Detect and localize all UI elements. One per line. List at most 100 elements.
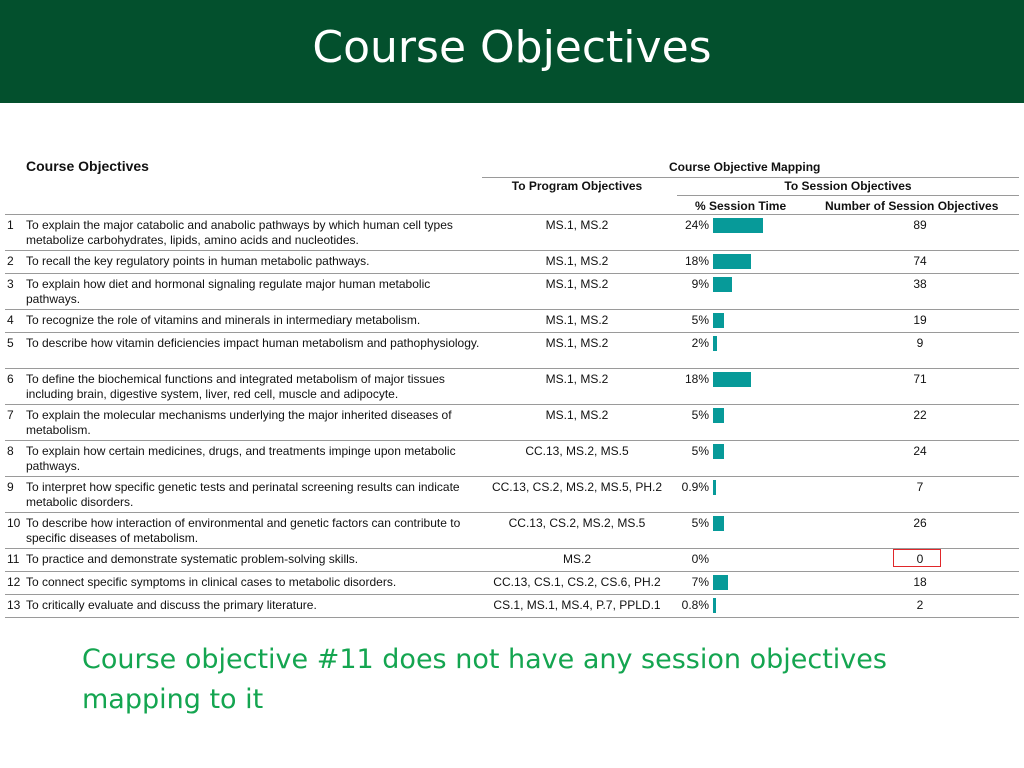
header-course-objectives: Course Objectives [26,158,149,174]
row-number: 2 [7,254,14,268]
program-objectives: CC.13, MS.2, MS.5 [525,444,629,458]
objective-text: To practice and demonstrate systematic p… [26,552,359,566]
table-row: 11 To practice and demonstrate systematic… [5,548,1019,571]
objective-text: To critically evaluate and discuss the p… [26,598,317,612]
session-objective-count: 2 [916,598,924,612]
row-number: 13 [7,598,21,612]
callout-note: Course objective #11 does not have any s… [82,644,887,715]
row-number: 3 [7,277,14,291]
pct-session-time: 18% [684,372,709,386]
header-session-objectives: To Session Objectives [784,179,912,193]
session-time-bar [713,336,718,351]
program-objectives: MS.2 [562,552,591,566]
pct-session-time: 0% [691,552,709,566]
table-row: 2 To recall the key regulatory points in … [5,250,1019,273]
row-number: 12 [7,575,21,589]
header-divider [677,195,1019,196]
pct-session-time: 5% [691,408,709,422]
session-objective-count: 22 [913,408,927,422]
session-objective-count: 7 [916,480,924,494]
program-objectives: CC.13, CS.2, MS.2, MS.5 [508,516,646,530]
table-row: 4 To recognize the role of vitamins and m… [5,309,1019,332]
objective-text: To explain the major catabolic and anabo… [26,218,453,247]
session-objective-count: 9 [916,336,924,350]
program-objectives: MS.1, MS.2 [545,218,609,232]
session-time-bar [713,444,724,459]
session-time-bar [713,277,732,292]
objective-text: To explain the molecular mechanisms unde… [26,408,452,437]
table-row: 12 To connect specific symptoms in clinic… [5,571,1019,594]
table-row: 7 To explain the molecular mechanisms und… [5,404,1019,440]
table-body: 1 To explain the major catabolic and anab… [5,214,1019,618]
session-objective-count: 74 [913,254,927,268]
table-row: 1 To explain the major catabolic and anab… [5,214,1019,250]
session-objective-count: 26 [913,516,927,530]
table-row: 9 To interpret how specific genetic tests… [5,476,1019,512]
table-row: 8 To explain how certain medicines, drugs… [5,440,1019,476]
slide-title: Course Objectives [312,22,712,73]
table-row: 5 To describe how vitamin deficiencies im… [5,332,1019,368]
pct-session-time: 0.8% [681,598,709,612]
row-number: 5 [7,336,14,350]
pct-session-time: 5% [691,313,709,327]
session-objective-count: 38 [913,277,927,291]
pct-session-time: 18% [684,254,709,268]
program-objectives: CS.1, MS.1, MS.4, P.7, PPLD.1 [493,598,661,612]
session-objective-count: 0 [916,552,924,566]
header-number-session-objectives: Number of Session Objectives [825,199,999,213]
objective-text: To explain how certain medicines, drugs,… [26,444,456,473]
header-divider [482,177,1019,178]
table-row: 13 To critically evaluate and discuss the… [5,594,1019,618]
pct-session-time: 0.9% [681,480,709,494]
session-time-bar [713,598,716,613]
header-course-objective-mapping: Course Objective Mapping [669,160,821,174]
session-objective-count: 71 [913,372,927,386]
pct-session-time: 24% [684,218,709,232]
objective-text: To connect specific symptoms in clinical… [26,575,397,589]
program-objectives: CC.13, CS.2, MS.2, MS.5, PH.2 [491,480,663,494]
pct-session-time: 5% [691,444,709,458]
objective-text: To recall the key regulatory points in h… [26,254,370,268]
highlight-box [893,549,941,567]
row-number: 8 [7,444,14,458]
session-time-bar [713,480,716,495]
pct-session-time: 5% [691,516,709,530]
objective-text: To explain how diet and hormonal signali… [26,277,431,306]
session-time-bar [713,218,764,233]
header-program-objectives: To Program Objectives [511,179,643,193]
program-objectives: CC.13, CS.1, CS.2, CS.6, PH.2 [493,575,661,589]
header-pct-session-time: % Session Time [695,199,787,213]
session-time-bar [713,408,724,423]
objective-text: To define the biochemical functions and … [26,372,445,401]
objective-text: To describe how vitamin deficiencies imp… [26,336,480,350]
program-objectives: MS.1, MS.2 [545,408,609,422]
pct-session-time: 9% [691,277,709,291]
pct-session-time: 2% [691,336,709,350]
session-time-bar [713,372,751,387]
session-time-bar [713,313,724,328]
session-objective-count: 24 [913,444,927,458]
table-row: 6 To define the biochemical functions and… [5,368,1019,404]
program-objectives: MS.1, MS.2 [545,336,609,350]
table-row: 10 To describe how interaction of environ… [5,512,1019,548]
title-bar: Course Objectives [0,0,1024,103]
program-objectives: MS.1, MS.2 [545,313,609,327]
session-time-bar [713,575,728,590]
row-number: 9 [7,480,14,494]
session-time-bar [713,516,724,531]
row-number: 7 [7,408,14,422]
objective-text: To interpret how specific genetic tests … [26,480,460,509]
pct-session-time: 7% [691,575,709,589]
table-row: 3 To explain how diet and hormonal signal… [5,273,1019,309]
session-objective-count: 18 [913,575,927,589]
row-number: 1 [7,218,14,232]
objective-text: To recognize the role of vitamins and mi… [26,313,421,327]
program-objectives: MS.1, MS.2 [545,254,609,268]
row-number: 10 [7,516,21,530]
session-objective-count: 89 [913,218,927,232]
row-number: 6 [7,372,14,386]
program-objectives: MS.1, MS.2 [545,277,609,291]
row-number: 11 [7,552,20,566]
session-objective-count: 19 [913,313,927,327]
objective-text: To describe how interaction of environme… [26,516,461,545]
